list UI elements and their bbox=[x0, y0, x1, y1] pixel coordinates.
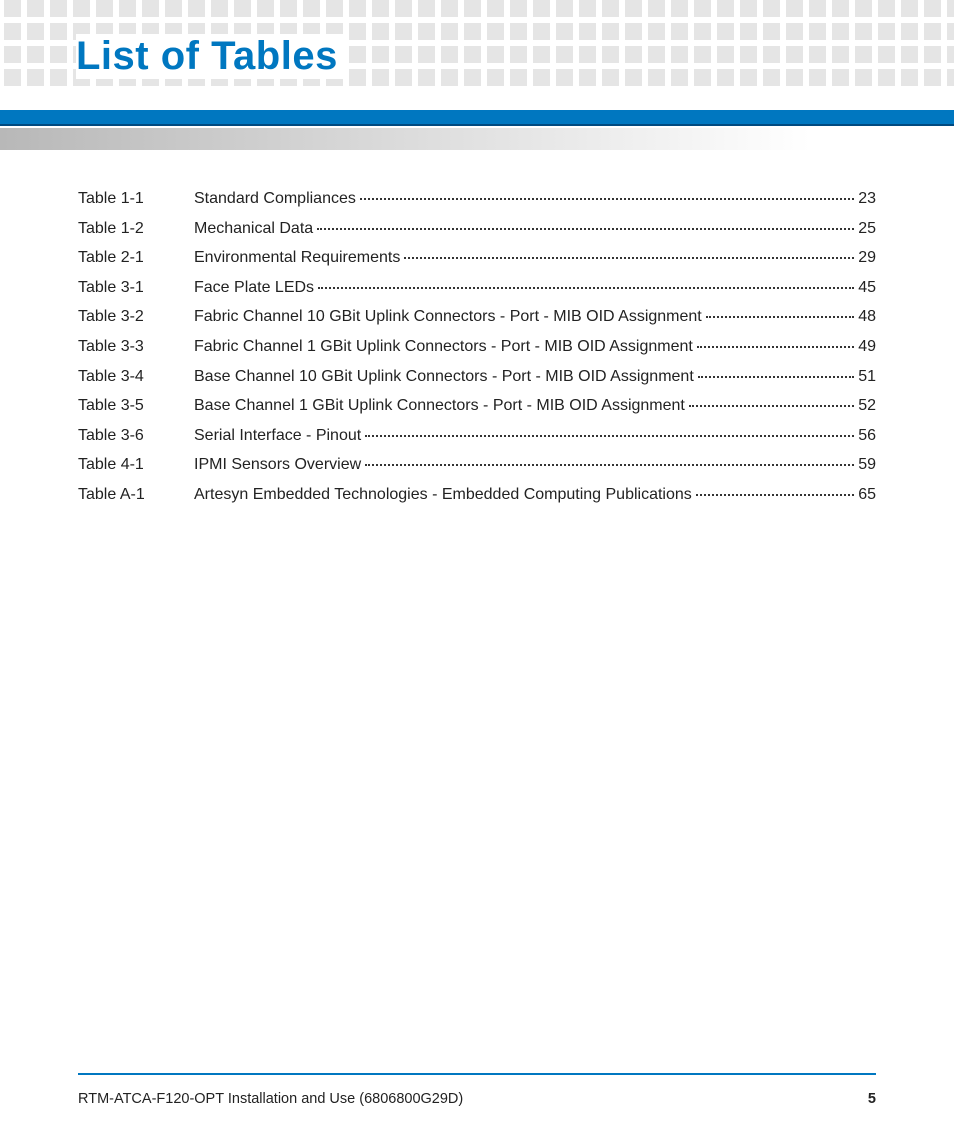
toc-list: Table 1-1Standard Compliances 23 Table 1-2… bbox=[78, 186, 876, 512]
toc-entry-label: Table 1-1 bbox=[78, 186, 194, 212]
toc-leader-dots bbox=[365, 435, 854, 437]
toc-entry-label: Table 3-6 bbox=[78, 423, 194, 449]
toc-entry-title: Face Plate LEDs bbox=[194, 275, 314, 301]
toc-leader-dots bbox=[696, 494, 854, 496]
toc-entry-page: 65 bbox=[858, 482, 876, 508]
toc-entry-page: 25 bbox=[858, 216, 876, 242]
toc-entry-page: 56 bbox=[858, 423, 876, 449]
header-rule bbox=[0, 110, 954, 126]
toc-entry[interactable]: Table 4-1IPMI Sensors Overview 59 bbox=[78, 452, 876, 478]
toc-leader-dots bbox=[317, 228, 854, 230]
toc-entry-label: Table 3-3 bbox=[78, 334, 194, 360]
toc-entry-title: Fabric Channel 1 GBit Uplink Connectors … bbox=[194, 334, 693, 360]
toc-entry-page: 49 bbox=[858, 334, 876, 360]
toc-entry[interactable]: Table 1-2Mechanical Data 25 bbox=[78, 216, 876, 242]
toc-entry-label: Table 2-1 bbox=[78, 245, 194, 271]
toc-entry-page: 23 bbox=[858, 186, 876, 212]
page-title: List of Tables bbox=[76, 34, 346, 79]
toc-entry-label: Table 3-1 bbox=[78, 275, 194, 301]
toc-entry[interactable]: Table 3-5Base Channel 1 GBit Uplink Conn… bbox=[78, 393, 876, 419]
toc-entry-title: Artesyn Embedded Technologies - Embedded… bbox=[194, 482, 692, 508]
toc-entry-page: 29 bbox=[858, 245, 876, 271]
toc-entry-label: Table 3-5 bbox=[78, 393, 194, 419]
footer-rule bbox=[78, 1073, 876, 1075]
toc-entry[interactable]: Table 2-1Environmental Requirements 29 bbox=[78, 245, 876, 271]
toc-leader-dots bbox=[698, 376, 854, 378]
toc-entry[interactable]: Table 1-1Standard Compliances 23 bbox=[78, 186, 876, 212]
toc-entry-title: IPMI Sensors Overview bbox=[194, 452, 361, 478]
toc-leader-dots bbox=[689, 405, 854, 407]
toc-leader-dots bbox=[318, 287, 854, 289]
toc-entry-title: Serial Interface - Pinout bbox=[194, 423, 361, 449]
toc-leader-dots bbox=[706, 316, 854, 318]
toc-leader-dots bbox=[404, 257, 854, 259]
toc-entry-page: 59 bbox=[858, 452, 876, 478]
page-footer: RTM-ATCA-F120-OPT Installation and Use (… bbox=[78, 1091, 876, 1107]
header-shadow bbox=[0, 128, 954, 150]
toc-entry-label: Table 3-2 bbox=[78, 304, 194, 330]
toc-entry-title: Base Channel 1 GBit Uplink Connectors - … bbox=[194, 393, 685, 419]
toc-entry[interactable]: Table 3-3Fabric Channel 1 GBit Uplink Co… bbox=[78, 334, 876, 360]
toc-entry[interactable]: Table A-1Artesyn Embedded Technologies -… bbox=[78, 482, 876, 508]
footer-page-number: 5 bbox=[868, 1091, 876, 1107]
toc-leader-dots bbox=[365, 464, 854, 466]
toc-entry-page: 48 bbox=[858, 304, 876, 330]
toc-entry-title: Mechanical Data bbox=[194, 216, 313, 242]
toc-leader-dots bbox=[360, 198, 854, 200]
toc-entry-page: 51 bbox=[858, 364, 876, 390]
toc-entry[interactable]: Table 3-1Face Plate LEDs 45 bbox=[78, 275, 876, 301]
toc-entry-title: Fabric Channel 10 GBit Uplink Connectors… bbox=[194, 304, 702, 330]
toc-entry-title: Environmental Requirements bbox=[194, 245, 400, 271]
toc-leader-dots bbox=[697, 346, 854, 348]
toc-entry[interactable]: Table 3-2Fabric Channel 10 GBit Uplink C… bbox=[78, 304, 876, 330]
toc-entry[interactable]: Table 3-6Serial Interface - Pinout 56 bbox=[78, 423, 876, 449]
toc-entry-label: Table 3-4 bbox=[78, 364, 194, 390]
footer-doc-title: RTM-ATCA-F120-OPT Installation and Use (… bbox=[78, 1091, 463, 1107]
toc-entry-label: Table 1-2 bbox=[78, 216, 194, 242]
toc-entry-title: Standard Compliances bbox=[194, 186, 356, 212]
toc-entry-page: 52 bbox=[858, 393, 876, 419]
toc-entry-label: Table 4-1 bbox=[78, 452, 194, 478]
toc-entry-page: 45 bbox=[858, 275, 876, 301]
toc-entry-label: Table A-1 bbox=[78, 482, 194, 508]
toc-entry[interactable]: Table 3-4Base Channel 10 GBit Uplink Con… bbox=[78, 364, 876, 390]
toc-entry-title: Base Channel 10 GBit Uplink Connectors -… bbox=[194, 364, 694, 390]
